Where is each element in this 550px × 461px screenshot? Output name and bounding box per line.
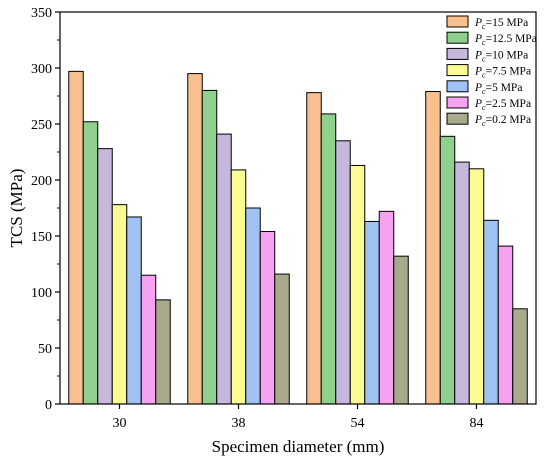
- legend-label: Pc=5 MPa: [474, 82, 522, 96]
- bar-30-2: [97, 148, 113, 405]
- bar-30-1: [82, 121, 99, 405]
- legend-swatch: [446, 47, 469, 60]
- legend-subscript: c: [482, 103, 486, 112]
- bar-30-3: [111, 204, 128, 405]
- bar-84-5: [497, 245, 514, 405]
- bar-38-6: [274, 273, 290, 405]
- legend-label: Pc=2.5 MPa: [474, 98, 531, 112]
- legend-subscript: c: [482, 54, 486, 63]
- legend-label: Pc=12.5 MPa: [474, 33, 537, 47]
- legend-label: Pc=0.2 MPa: [474, 114, 531, 128]
- y-tick-label: 350: [31, 6, 52, 21]
- legend-symbol: P: [474, 66, 482, 78]
- legend-subscript: c: [482, 87, 486, 96]
- legend-swatch: [446, 96, 469, 109]
- legend-label: Pc=7.5 MPa: [474, 66, 531, 80]
- bar-54-1: [320, 113, 337, 405]
- bar-84-2: [454, 161, 470, 405]
- y-axis-title: TCS (MPa): [7, 169, 26, 248]
- bar-84-3: [468, 168, 485, 405]
- legend-symbol: P: [474, 49, 482, 61]
- legend-symbol: P: [474, 82, 482, 94]
- legend-swatch: [446, 112, 469, 125]
- x-tick-label: 30: [113, 416, 127, 431]
- bar-30-6: [155, 299, 171, 405]
- y-tick-label: 300: [31, 62, 52, 77]
- legend-label: Pc=10 MPa: [474, 49, 528, 63]
- legend-subscript: c: [482, 38, 486, 47]
- y-tick-label: 50: [38, 342, 52, 357]
- y-tick-label: 150: [31, 230, 52, 245]
- bar-30-5: [140, 274, 157, 405]
- bar-38-5: [259, 231, 276, 405]
- legend-value: =15 MPa: [486, 17, 529, 29]
- bar-84-1: [439, 135, 456, 405]
- bar-54-3: [349, 164, 366, 405]
- x-axis: 30 38 54 84: [113, 404, 484, 431]
- y-tick-label: 100: [31, 286, 52, 301]
- legend-swatch: [446, 64, 469, 77]
- bar-84-0: [425, 91, 441, 405]
- bar-38-3: [230, 169, 247, 405]
- legend-subscript: c: [482, 119, 486, 128]
- bar-54-6: [393, 255, 409, 405]
- legend-swatch: [446, 80, 469, 93]
- bar-38-4: [245, 207, 261, 405]
- legend-value: =7.5 MPa: [486, 66, 531, 78]
- legend-subscript: c: [482, 22, 486, 31]
- y-tick-label: 250: [31, 118, 52, 133]
- bar-38-1: [201, 89, 218, 405]
- legend-value: =0.2 MPa: [486, 114, 531, 126]
- bar-54-5: [378, 210, 395, 405]
- bar-84-4: [483, 219, 499, 405]
- legend-symbol: P: [474, 17, 482, 29]
- legend-symbol: P: [474, 33, 482, 45]
- bar-84-6: [512, 308, 528, 405]
- y-tick-label: 200: [31, 174, 52, 189]
- bar-30-4: [126, 216, 142, 405]
- y-axis: 0 50 100 150 200 250 300 350: [31, 6, 60, 413]
- bar-54-2: [335, 140, 351, 405]
- legend-value: =10 MPa: [486, 49, 529, 61]
- x-tick-label: 38: [232, 416, 246, 431]
- bar-54-0: [306, 92, 322, 405]
- bars-layer: [68, 70, 528, 405]
- bar-38-0: [187, 73, 203, 405]
- x-tick-label: 84: [470, 416, 484, 431]
- legend-symbol: P: [474, 114, 482, 126]
- x-axis-title: Specimen diameter (mm): [212, 437, 385, 456]
- legend-symbol: P: [474, 98, 482, 110]
- legend-value: =5 MPa: [486, 82, 523, 94]
- bar-38-2: [216, 133, 232, 405]
- legend-value: =2.5 MPa: [486, 98, 531, 110]
- legend-swatch: [446, 15, 469, 28]
- legend-value: =12.5 MPa: [486, 33, 537, 45]
- bar-30-0: [68, 70, 84, 405]
- legend-label: Pc=15 MPa: [474, 17, 528, 31]
- x-tick-label: 54: [351, 416, 365, 431]
- bar-54-4: [364, 220, 380, 405]
- legend-swatch: [446, 31, 469, 44]
- legend-subscript: c: [482, 71, 486, 80]
- y-tick-label: 0: [45, 398, 52, 413]
